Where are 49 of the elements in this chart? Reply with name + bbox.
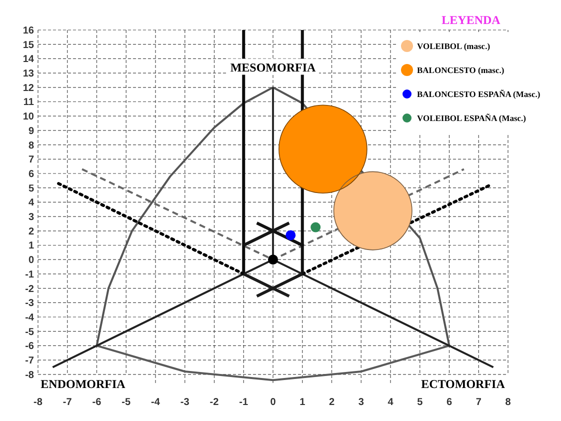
annotation: MESOMORFIA <box>230 60 316 75</box>
x-tick-label: 8 <box>505 397 512 408</box>
x-tick-label: 3 <box>358 397 364 408</box>
y-tick-label: 9 <box>28 126 34 137</box>
legend-label: BALONCESTO (masc.) <box>417 65 504 75</box>
y-tick-label: 13 <box>22 68 34 80</box>
x-tick-label: -7 <box>62 397 72 408</box>
y-tick-label: 6 <box>28 168 34 180</box>
y-tick-label: 14 <box>22 54 34 66</box>
annotation: ECTOMORFIA <box>421 377 506 391</box>
y-tick-label: 8 <box>28 140 34 152</box>
annotation: ENDOMORFIA <box>40 377 126 391</box>
legend-label: BALONCESTO ESPAÑA (Masc.) <box>417 89 540 99</box>
y-tick-label: -5 <box>25 326 34 338</box>
x-tick-label: 0 <box>270 397 276 408</box>
y-tick-label: 7 <box>28 154 34 166</box>
x-tick-label: -3 <box>180 397 190 408</box>
y-tick-label: 1 <box>28 240 34 252</box>
legend-label: VOLEIBOL (masc.) <box>417 41 490 51</box>
y-tick-label: 2 <box>28 226 34 238</box>
x-tick-label: -4 <box>151 397 160 408</box>
y-tick-label: -7 <box>25 356 34 367</box>
y-tick-label: -4 <box>25 312 34 324</box>
y-tick-label: 15 <box>22 40 34 51</box>
x-tick-label: 1 <box>300 397 306 408</box>
y-tick-label: 10 <box>22 112 34 123</box>
y-tick-label: -2 <box>25 284 34 295</box>
x-tick-label: -1 <box>239 397 248 408</box>
x-tick-label: -2 <box>210 397 220 408</box>
y-tick-label: 5 <box>28 183 34 194</box>
y-tick-label: 0 <box>28 255 34 266</box>
y-tick-label: -8 <box>25 370 34 381</box>
x-tick-label: 2 <box>328 397 335 408</box>
x-tick-label: 4 <box>388 397 394 408</box>
y-tick-label: 12 <box>22 82 34 94</box>
legend-title: LEYENDA <box>442 13 501 27</box>
x-tick-label: 5 <box>417 397 424 408</box>
x-tick-label: 6 <box>446 397 452 408</box>
y-tick-label: 16 <box>22 26 34 36</box>
y-tick-label: 3 <box>28 212 34 224</box>
y-tick-label: 4 <box>28 198 34 209</box>
y-tick-label: 11 <box>23 97 34 108</box>
y-tick-label: -3 <box>25 298 34 310</box>
x-tick-label: 7 <box>476 397 482 408</box>
x-tick-label: -5 <box>122 397 131 408</box>
y-tick-label: -6 <box>25 341 34 352</box>
x-tick-label: -6 <box>92 397 102 408</box>
y-tick-label: -1 <box>25 269 34 280</box>
legend-label: VOLEIBOL ESPAÑA (Masc.) <box>417 113 526 123</box>
